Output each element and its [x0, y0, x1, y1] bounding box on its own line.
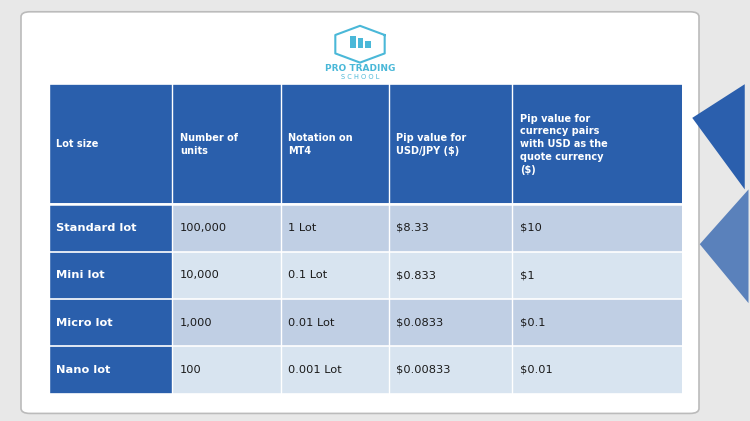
Text: 1,000: 1,000	[180, 317, 212, 328]
Text: Pip value for
currency pairs
with USD as the
quote currency
($): Pip value for currency pairs with USD as…	[520, 114, 608, 175]
FancyBboxPatch shape	[21, 12, 699, 413]
Text: PRO TRADING: PRO TRADING	[325, 64, 395, 73]
Text: 100,000: 100,000	[180, 223, 227, 233]
FancyBboxPatch shape	[49, 84, 682, 204]
Text: Micro lot: Micro lot	[56, 317, 112, 328]
Text: $0.833: $0.833	[396, 270, 436, 280]
Text: $0.1: $0.1	[520, 317, 545, 328]
Text: 0.1 Lot: 0.1 Lot	[288, 270, 327, 280]
Text: $10: $10	[520, 223, 542, 233]
Text: $1: $1	[520, 270, 535, 280]
Text: Lot size: Lot size	[56, 139, 99, 149]
FancyBboxPatch shape	[358, 38, 363, 48]
Text: $0.01: $0.01	[520, 365, 553, 375]
FancyBboxPatch shape	[49, 299, 682, 346]
Text: Notation on
MT4: Notation on MT4	[288, 133, 352, 156]
Text: Mini lot: Mini lot	[56, 270, 105, 280]
Text: $0.00833: $0.00833	[396, 365, 451, 375]
Text: $8.33: $8.33	[396, 223, 429, 233]
FancyBboxPatch shape	[49, 204, 682, 251]
Text: $0.0833: $0.0833	[396, 317, 443, 328]
Text: 1 Lot: 1 Lot	[288, 223, 316, 233]
Polygon shape	[692, 84, 745, 189]
FancyBboxPatch shape	[365, 41, 370, 48]
FancyBboxPatch shape	[49, 251, 682, 299]
Text: S C H O O L: S C H O O L	[340, 74, 380, 80]
Text: Pip value for
USD/JPY ($): Pip value for USD/JPY ($)	[396, 133, 466, 156]
Text: Nano lot: Nano lot	[56, 365, 111, 375]
FancyBboxPatch shape	[49, 299, 172, 346]
Text: Number of
units: Number of units	[180, 133, 238, 156]
Text: 0.001 Lot: 0.001 Lot	[288, 365, 342, 375]
Text: 10,000: 10,000	[180, 270, 220, 280]
Polygon shape	[700, 189, 748, 303]
FancyBboxPatch shape	[49, 204, 172, 251]
Text: 100: 100	[180, 365, 202, 375]
FancyBboxPatch shape	[49, 251, 172, 299]
Text: Standard lot: Standard lot	[56, 223, 136, 233]
FancyBboxPatch shape	[49, 346, 682, 394]
Text: 0.01 Lot: 0.01 Lot	[288, 317, 334, 328]
FancyBboxPatch shape	[49, 346, 172, 394]
FancyBboxPatch shape	[350, 36, 355, 48]
